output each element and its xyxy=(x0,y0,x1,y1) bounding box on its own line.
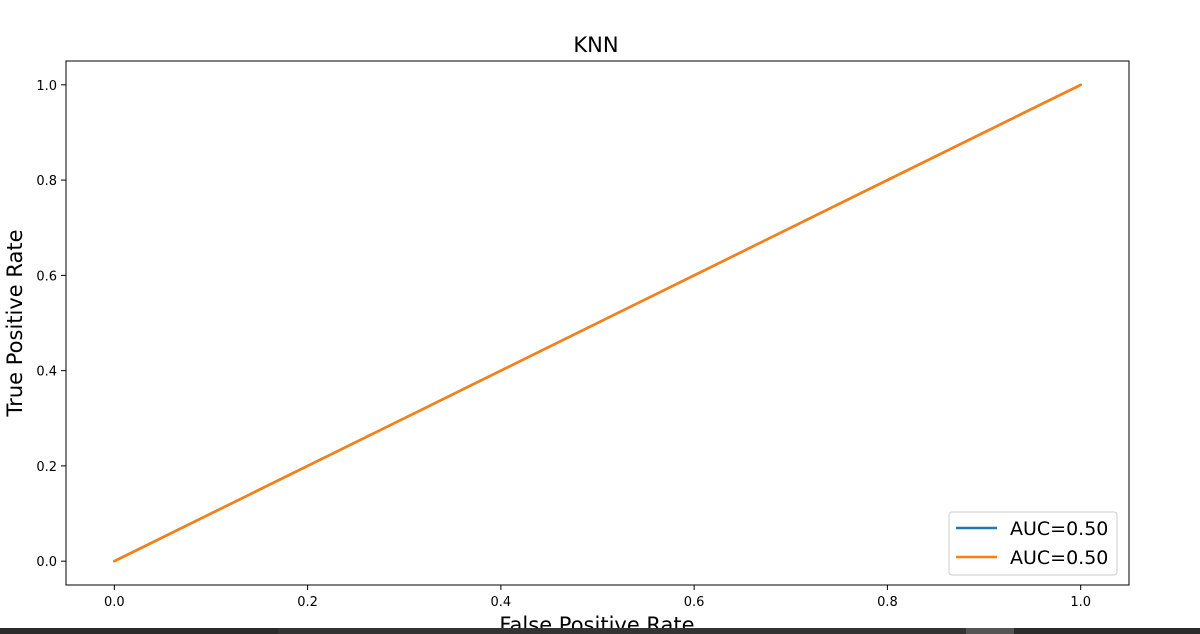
x-axis-ticks: 0.0 0.2 0.4 0.6 0.8 1.0 xyxy=(104,585,1091,610)
y-tick-label: 0.6 xyxy=(36,269,57,284)
scrollbar-track xyxy=(278,628,966,634)
bottom-scrollbar[interactable] xyxy=(0,628,1200,634)
legend-label-series-2: AUC=0.50 xyxy=(1010,547,1108,569)
y-tick-label: 0.0 xyxy=(36,555,57,570)
roc-curve-series-2 xyxy=(113,83,1082,563)
x-tick-label: 0.6 xyxy=(684,595,705,610)
y-tick-label: 0.8 xyxy=(36,174,57,189)
x-tick-label: 1.0 xyxy=(1070,595,1091,610)
legend-label-series-1: AUC=0.50 xyxy=(1010,518,1108,540)
y-axis-label: True Positive Rate xyxy=(3,229,27,417)
legend: AUC=0.50 AUC=0.50 xyxy=(948,511,1118,576)
chart-title: KNN xyxy=(573,33,618,57)
y-tick-label: 0.4 xyxy=(36,365,57,380)
x-tick-label: 0.0 xyxy=(104,595,125,610)
series-layer xyxy=(113,83,1082,563)
y-axis-ticks: 0.0 0.2 0.4 0.6 0.8 1.0 xyxy=(36,79,66,570)
y-tick-label: 0.2 xyxy=(36,460,57,475)
x-tick-label: 0.8 xyxy=(877,595,898,610)
scrollbar-thumb[interactable] xyxy=(966,628,1014,634)
y-tick-label: 1.0 xyxy=(36,79,57,94)
x-tick-label: 0.4 xyxy=(491,595,512,610)
x-tick-label: 0.2 xyxy=(297,595,318,610)
plot-area xyxy=(65,60,1130,586)
